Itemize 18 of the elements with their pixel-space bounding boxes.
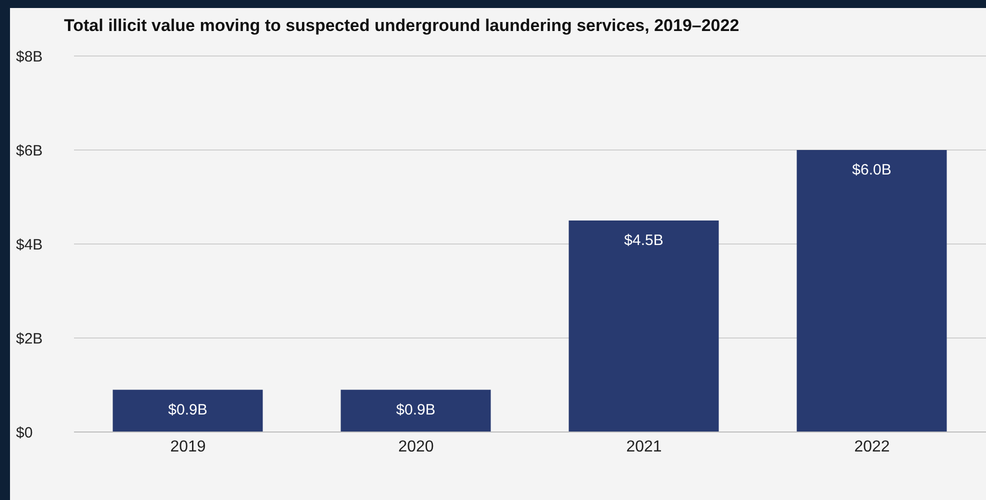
x-tick-label: 2019	[170, 438, 206, 456]
y-tick-label: $2B	[16, 330, 43, 348]
data-label: $0.9B	[396, 401, 436, 418]
x-tick-label: 2021	[626, 438, 662, 456]
bar	[796, 150, 947, 432]
y-tick-label: $8B	[16, 48, 43, 66]
data-label: $6.0B	[852, 162, 892, 179]
bar	[568, 220, 719, 432]
data-label: $0.9B	[168, 401, 208, 418]
x-tick-label: 2022	[854, 438, 890, 456]
y-tick-label: $0	[16, 424, 33, 442]
y-tick-label: $6B	[16, 142, 43, 160]
chart-title: Total illicit value moving to suspected underground laundering services, 2019–2022	[64, 16, 740, 36]
y-tick-label: $4B	[16, 236, 43, 254]
bar	[112, 390, 263, 432]
x-tick-label: 2020	[398, 438, 434, 456]
data-label: $4.5B	[624, 232, 664, 250]
bar	[340, 390, 491, 432]
